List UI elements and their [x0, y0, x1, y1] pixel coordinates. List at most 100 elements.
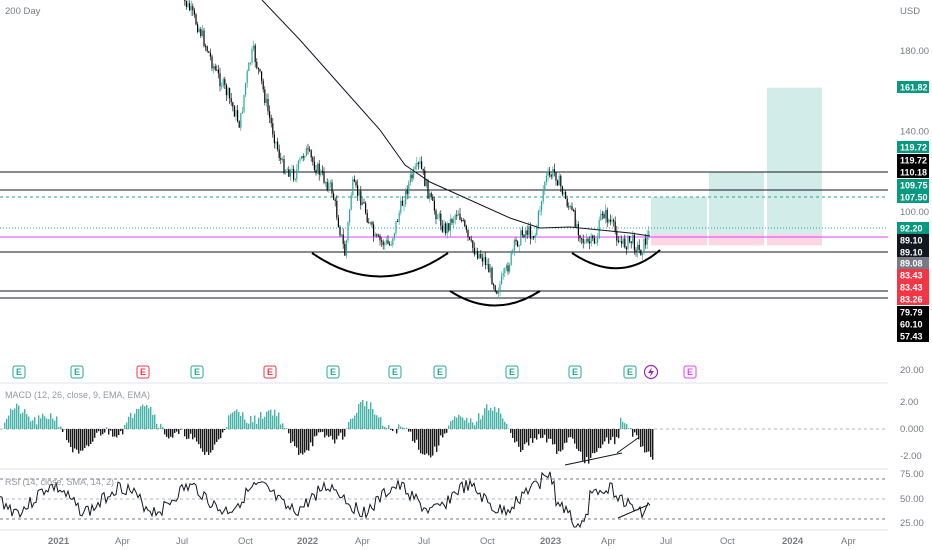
price-pane[interactable]: 200 Day USD [0, 0, 920, 360]
macd-bar [566, 429, 568, 443]
macd-bar [348, 421, 350, 429]
macd-bar [156, 423, 158, 429]
macd-bar [68, 429, 70, 443]
macd-bar [414, 429, 416, 443]
macd-bar [544, 429, 546, 435]
price-badge [897, 318, 929, 330]
candle-body [285, 170, 287, 174]
rsi-pane[interactable]: RSI (14, close, SMA, 14, 2) 75.00 50.00 25… [0, 468, 924, 529]
candle-body [334, 199, 336, 201]
time-axis[interactable]: 2021 Apr Jul Oct 2022 Apr Jul Oct 2023 Apr Jul Oct 2… [48, 536, 856, 547]
candle-body [331, 182, 333, 194]
candle-body [237, 110, 239, 122]
macd-bar [286, 428, 288, 429]
macd-bar [52, 418, 54, 429]
macd-bar [120, 429, 122, 432]
macd-bar [562, 429, 564, 450]
earnings-marker [136, 365, 150, 379]
macd-pane[interactable]: MACD (12, 26, close, 9, EMA, EMA) 2.00 0.… [0, 382, 924, 466]
candle-body [645, 238, 647, 245]
macd-bar [626, 424, 628, 429]
candle-body [309, 149, 311, 151]
candle-body [238, 121, 240, 128]
candle-body [192, 6, 194, 11]
rsi-tick: 50.00 [900, 494, 924, 505]
macd-bar [530, 429, 532, 439]
candle-body [413, 168, 415, 179]
candle-body [360, 191, 362, 206]
macd-bar [466, 417, 468, 429]
macd-bar [22, 412, 24, 429]
currency-label: USD [900, 6, 920, 17]
candle-body [643, 238, 645, 254]
candle-body [497, 292, 499, 294]
macd-bar [376, 415, 378, 429]
stop-zone-3 [767, 233, 822, 246]
candle-body [197, 24, 199, 32]
time-label: 2024 [782, 536, 804, 547]
macd-bar [336, 429, 338, 440]
candle-body [435, 210, 437, 219]
candle-body [627, 235, 629, 250]
macd-bar [148, 408, 150, 429]
macd-trendline-2 [616, 437, 639, 454]
candle-body [275, 141, 277, 144]
macd-bar [116, 429, 118, 438]
candle-body [200, 29, 202, 36]
macd-bar [608, 429, 610, 444]
macd-bar [512, 429, 514, 438]
macd-bar [330, 429, 332, 436]
candle-body [229, 88, 231, 99]
candle-body [339, 227, 341, 236]
macd-bar [244, 419, 246, 429]
price-badge [897, 306, 929, 318]
candle-body [520, 230, 522, 246]
macd-bar [358, 404, 360, 429]
candle-body [333, 193, 335, 200]
candle-body [542, 189, 544, 202]
candle-body [377, 235, 379, 237]
macd-bar [158, 428, 160, 429]
price-badges: 161.82 119.72 119.72 110.18 109.75 107.50 92.2… [897, 81, 929, 342]
time-label: 2022 [297, 536, 318, 547]
macd-bar [476, 421, 478, 429]
rsi-trendline [617, 504, 649, 519]
macd-bar [100, 429, 102, 436]
time-label: Apr [355, 536, 370, 547]
candle-body [409, 174, 411, 183]
candle-body [507, 265, 509, 272]
time-label: 2023 [540, 536, 561, 547]
macd-bar [320, 429, 322, 433]
candle-body [637, 244, 639, 252]
macd-bar [206, 429, 208, 452]
macd-bar [170, 429, 172, 437]
macd-bar [346, 428, 348, 429]
macd-bar [132, 418, 134, 429]
macd-bar [486, 404, 488, 429]
time-label: Apr [115, 536, 130, 547]
candle-body [525, 230, 527, 238]
candle-body [203, 30, 205, 47]
candle-body [603, 213, 605, 219]
candle-body [534, 235, 536, 238]
macd-bar [160, 423, 162, 429]
macd-bar [84, 429, 86, 448]
macd-bar [370, 402, 372, 429]
candle-body [648, 231, 650, 236]
macd-bar [360, 401, 362, 429]
price-axis[interactable]: 180.00 140.00 100.00 20.00 [900, 46, 929, 376]
candle-body [361, 202, 363, 206]
macd-bar [114, 429, 116, 437]
candle-body [536, 226, 538, 236]
macd-bar [306, 429, 308, 451]
macd-bar [634, 429, 636, 433]
macd-bar [12, 410, 14, 429]
candle-body [509, 264, 511, 272]
macd-bar [540, 429, 542, 439]
candle-body [477, 251, 479, 259]
candle-body [392, 238, 394, 245]
price-tick: 140.00 [900, 127, 929, 138]
macd-bar [204, 429, 206, 455]
